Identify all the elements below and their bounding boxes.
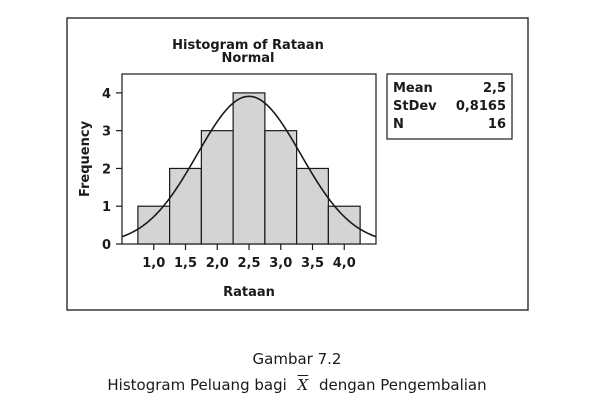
y-tick-label: 2	[102, 162, 111, 177]
histogram-bar	[296, 167, 329, 245]
histogram-bar	[327, 205, 361, 245]
caption-text-before: Histogram Peluang bagi	[107, 376, 287, 394]
caption-text-after: dengan Pengembalian	[319, 376, 487, 394]
y-tick-label: 3	[102, 125, 111, 140]
histogram-bar	[264, 130, 298, 245]
stats-legend-box: Mean 2,5 StDev 0,8165 N 16	[386, 73, 513, 140]
y-tick-label: 4	[102, 87, 111, 102]
x-tick-label: 1,0	[142, 256, 165, 271]
x-bar-symbol: X	[297, 376, 309, 394]
y-axis-label: Frequency	[78, 120, 93, 197]
stats-value: 0,8165	[456, 99, 506, 114]
x-tick-label: 4,0	[333, 256, 356, 271]
x-tick-label: 2,0	[206, 256, 229, 271]
histogram-bar	[232, 92, 266, 245]
stats-value: 2,5	[483, 81, 506, 96]
histogram-bar	[200, 130, 234, 245]
chart-title: Histogram of Rataan	[172, 38, 324, 53]
histogram-bar	[169, 167, 202, 245]
x-tick-label: 1,5	[174, 256, 197, 271]
stats-label: StDev	[393, 99, 437, 114]
x-tick-label: 2,5	[237, 256, 260, 271]
normal-fit-curve	[121, 95, 377, 238]
x-tick-label: 3,5	[301, 256, 324, 271]
stats-label: N	[393, 117, 404, 132]
x-tick-label: 3,0	[269, 256, 292, 271]
figure-caption-title: Histogram Peluang bagi X dengan Pengemba…	[0, 376, 594, 394]
stats-label: Mean	[393, 81, 433, 96]
histogram-figure: Histogram of Rataan Normal 0 1 2 3 4 1,0 1,5 2…	[66, 17, 529, 311]
y-tick-label: 0	[102, 238, 111, 253]
y-tick-label: 1	[102, 200, 111, 215]
x-axis-label: Rataan	[223, 285, 275, 300]
chart-subtitle: Normal	[222, 51, 275, 66]
stats-value: 16	[488, 117, 506, 132]
figure-caption-number: Gambar 7.2	[252, 350, 342, 368]
